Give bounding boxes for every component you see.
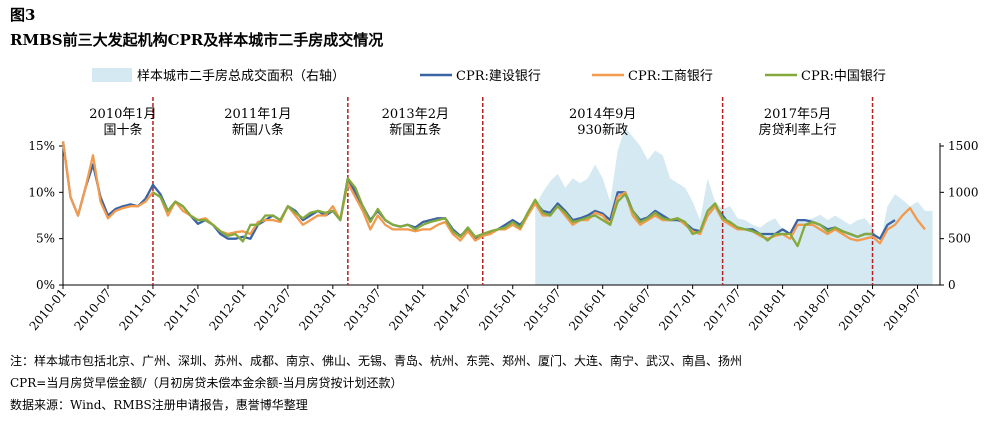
area-secondhand-transactions bbox=[535, 127, 933, 285]
event-label-policy: 国十条 bbox=[103, 122, 142, 138]
x-tick-label: 2016-01 bbox=[566, 286, 609, 333]
event-label-policy: 房贷利率上行 bbox=[759, 122, 837, 138]
series-line-boc bbox=[152, 177, 873, 248]
x-tick-label: 2019-07 bbox=[881, 286, 924, 333]
x-tick-label: 2013-07 bbox=[341, 286, 384, 333]
event-label-policy: 新国五条 bbox=[389, 122, 441, 138]
note-cpr-definition: CPR=当月房贷早偿金额/（月初房贷未偿本金余额-当月房贷按计划还款） bbox=[10, 376, 403, 390]
x-tick-label: 2014-01 bbox=[386, 286, 429, 333]
legend-label-icbc: CPR:工商银行 bbox=[628, 69, 713, 84]
event-label-date: 2011年1月 bbox=[224, 107, 291, 122]
event-label-date: 2010年1月 bbox=[89, 107, 156, 122]
x-tick-label: 2015-07 bbox=[521, 286, 564, 333]
notes: 注：样本城市包括北京、广州、深圳、苏州、成都、南京、佛山、无锡、青岛、杭州、东莞… bbox=[10, 350, 742, 416]
y-tick-label-right: 1500 bbox=[948, 139, 979, 153]
x-tick-label: 2018-01 bbox=[746, 286, 789, 333]
event-label-date: 2014年9月 bbox=[569, 107, 636, 122]
x-tick-label: 2012-01 bbox=[206, 286, 249, 333]
note-data-source: 数据来源：Wind、RMBS注册申请报告，惠誉博华整理 bbox=[10, 398, 308, 412]
x-tick-label: 2019-01 bbox=[836, 286, 879, 333]
legend-label-boc: CPR:中国银行 bbox=[801, 69, 886, 84]
y-tick-label-left: 5% bbox=[36, 232, 55, 246]
event-label-policy: 新国八条 bbox=[232, 122, 284, 138]
figure-title: RMBS前三大发起机构CPR及样本城市二手房成交情况 bbox=[10, 31, 384, 49]
x-tick-label: 2011-07 bbox=[161, 286, 204, 333]
y-tick-label-right: 0 bbox=[948, 278, 956, 292]
y-tick-label-right: 1000 bbox=[948, 185, 979, 199]
series-line-icbc bbox=[61, 141, 926, 245]
x-tick-label: 2011-01 bbox=[116, 286, 159, 333]
event-label-date: 2013年2月 bbox=[382, 107, 449, 122]
legend-label-area: 样本城市二手房总成交面积（右轴） bbox=[137, 68, 345, 84]
x-tick-label: 2016-07 bbox=[611, 286, 654, 333]
legend-label-ccb: CPR:建设银行 bbox=[456, 69, 541, 84]
y-tick-label-left: 10% bbox=[28, 185, 55, 199]
x-tick-label: 2017-01 bbox=[656, 286, 699, 333]
x-tick-label: 2010-07 bbox=[71, 286, 114, 333]
x-tick-label: 2015-01 bbox=[476, 286, 519, 333]
x-tick-label: 2017-07 bbox=[701, 286, 744, 333]
y-tick-label-right: 500 bbox=[948, 232, 971, 246]
legend-swatch-area bbox=[92, 68, 132, 82]
x-tick-label: 2013-01 bbox=[296, 286, 339, 333]
event-label-policy: 930新政 bbox=[577, 122, 628, 138]
figure-number: 图3 bbox=[10, 6, 36, 24]
x-tick-label: 2012-07 bbox=[251, 286, 294, 333]
y-tick-label-left: 15% bbox=[28, 139, 55, 153]
event-label-date: 2017年5月 bbox=[764, 107, 831, 122]
note-sample-cities: 注：样本城市包括北京、广州、深圳、苏州、成都、南京、佛山、无锡、青岛、杭州、东莞… bbox=[10, 354, 743, 368]
x-tick-label: 2014-07 bbox=[431, 286, 474, 333]
y-tick-label-left: 0% bbox=[36, 278, 55, 292]
x-tick-label: 2010-01 bbox=[27, 286, 70, 333]
x-tick-label: 2018-07 bbox=[791, 286, 834, 333]
